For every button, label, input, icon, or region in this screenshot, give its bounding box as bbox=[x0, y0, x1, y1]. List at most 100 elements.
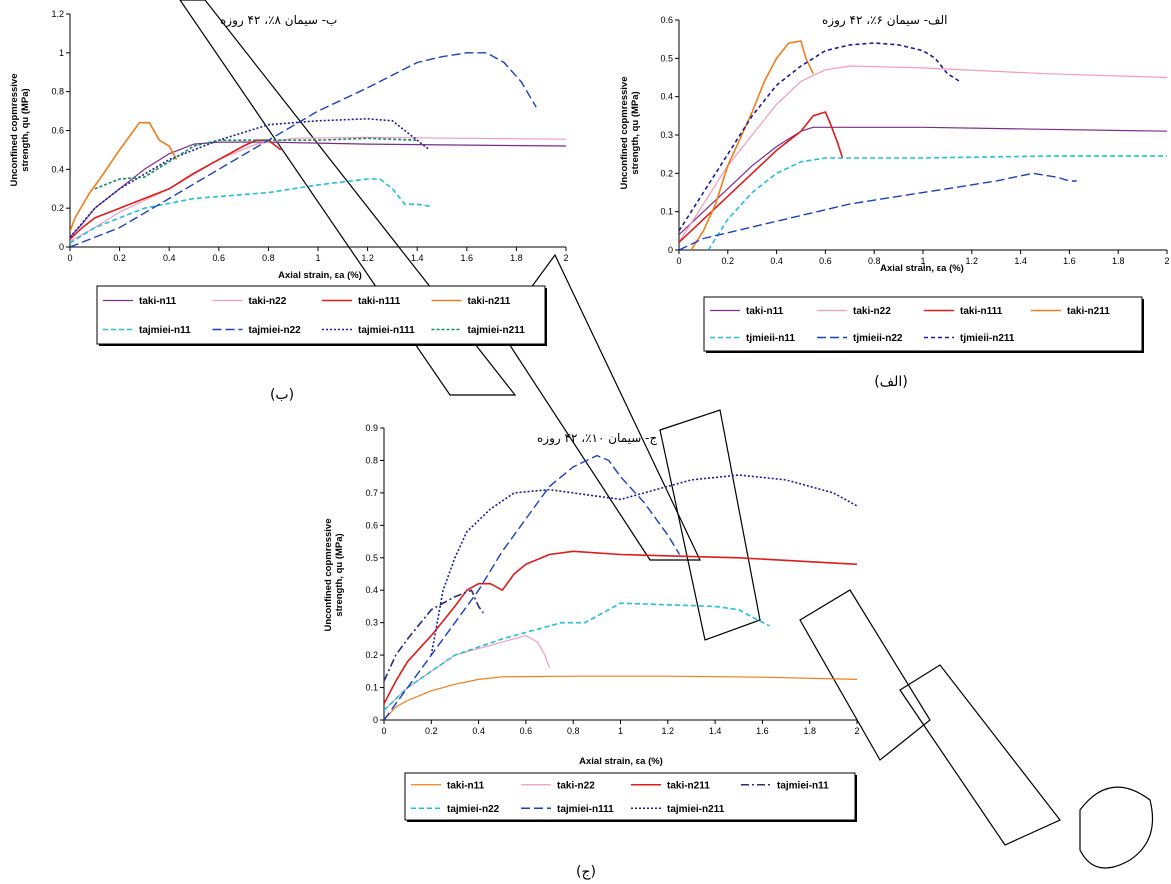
x-tick-label: 0.6 bbox=[213, 253, 226, 263]
y-tick-label: 0.6 bbox=[51, 126, 64, 136]
y-tick-label: 0.7 bbox=[365, 488, 378, 498]
y-tick-label: 0 bbox=[59, 242, 64, 252]
panel-title-alef: الف- سیمان ۶٪، ۴۲ روزه bbox=[822, 13, 947, 28]
legend-label: taki-n11 bbox=[746, 306, 784, 317]
series-line-tajmiei-n211 bbox=[94, 137, 418, 190]
y-tick-label: 0.2 bbox=[365, 650, 378, 660]
legend-label: taki-n211 bbox=[667, 780, 710, 791]
series-line-tjmieii-n211 bbox=[679, 42, 961, 232]
y-tick-label: 1.2 bbox=[51, 9, 64, 19]
legend-box bbox=[96, 285, 546, 345]
series-line-tajmiei-n11 bbox=[70, 178, 430, 244]
x-axis-label-alef: Axial strain, εa (%) bbox=[880, 263, 964, 274]
series-line-tajmiei-n211 bbox=[430, 474, 858, 656]
legend-box bbox=[703, 296, 1143, 352]
legend-label: tjmieii-n22 bbox=[853, 333, 903, 344]
x-tick-label: 0.4 bbox=[163, 253, 176, 263]
y-tick-label: 0.1 bbox=[365, 683, 378, 693]
x-tick-label: 1.6 bbox=[1063, 256, 1076, 266]
series-line-taki-n22 bbox=[70, 136, 567, 242]
plot-area-alef: 0 0.2 0.4 0.6 0.8 1 1.2 1.4 1.6 1.8 2 0 0.1 0.2 0.3 0.4… bbox=[660, 15, 1169, 266]
series-line-taki-n11 bbox=[70, 141, 567, 238]
legend-label: taki-n11 bbox=[447, 780, 485, 791]
watermark bbox=[179, 0, 1154, 869]
legend-label: tajmiei-n11 bbox=[777, 780, 829, 791]
legend-label: tajmiei-n111 bbox=[557, 804, 614, 815]
legend-label: taki-n22 bbox=[557, 780, 595, 791]
x-tick-label: 1.8 bbox=[1112, 256, 1125, 266]
legend-label: tjmieii-n11 bbox=[746, 333, 795, 344]
x-tick-label: 0.2 bbox=[425, 726, 438, 736]
x-tick-label: 0.2 bbox=[722, 256, 735, 266]
series-line-taki-n211 bbox=[384, 550, 858, 705]
y-axis-label-alef-line2: strength, qu (MPa) bbox=[630, 91, 641, 174]
series-line-tjmieii-n22 bbox=[679, 172, 1077, 250]
x-tick-label: 1.4 bbox=[411, 253, 424, 263]
x-tick-label: 2 bbox=[563, 253, 568, 263]
y-tick-label: 0.6 bbox=[365, 520, 378, 530]
series-line-tajmiei-n22 bbox=[70, 52, 537, 247]
series-group bbox=[679, 40, 1168, 250]
x-tick-label: 0 bbox=[381, 726, 386, 736]
chart-panel-alef: 0 0.2 0.4 0.6 0.8 1 1.2 1.4 1.6 1.8 2 0 0.1 0.2 0.3 0.4… bbox=[619, 13, 1170, 390]
legend-label: tajmiei-n22 bbox=[249, 325, 302, 336]
series-line-tajmiei-n111 bbox=[70, 118, 431, 238]
series-line-taki-n211 bbox=[690, 40, 814, 250]
x-tick-label: 1.2 bbox=[361, 253, 374, 263]
y-tick-label: 0.3 bbox=[660, 130, 673, 140]
y-axis-label-b-line1: Unconfined copmressive bbox=[9, 74, 20, 187]
series-group bbox=[70, 52, 567, 247]
legend-label: tajmiei-n11 bbox=[139, 325, 191, 336]
y-tick-label: 0.4 bbox=[51, 164, 64, 174]
x-tick-label: 1 bbox=[315, 253, 320, 263]
legend-label: tajmiei-n111 bbox=[358, 325, 415, 336]
series-group bbox=[384, 454, 858, 720]
x-tick-label: 0.8 bbox=[868, 256, 881, 266]
x-tick-label: 0.6 bbox=[520, 726, 533, 736]
y-tick-label: 0.5 bbox=[660, 53, 673, 63]
series-line-taki-n111 bbox=[70, 139, 282, 240]
x-tick-label: 1 bbox=[920, 256, 925, 266]
legend-b: taki-n11 taki-n22 taki-n111 taki-n211 tajmie… bbox=[96, 285, 547, 346]
legend-alef: taki-n11 taki-n22 taki-n111 taki-n211 tjmiei… bbox=[703, 296, 1144, 353]
legend-label: tjmieii-n211 bbox=[960, 333, 1015, 344]
legend-label: tajmiei-n211 bbox=[468, 325, 526, 336]
x-axis-label-b: Axial strain, εa (%) bbox=[278, 270, 362, 281]
legend-label: taki-n211 bbox=[468, 296, 511, 307]
series-line-taki-n211 bbox=[70, 121, 178, 232]
x-tick-label: 1 bbox=[618, 726, 623, 736]
x-tick-label: 0 bbox=[67, 253, 72, 263]
x-tick-label: 1.6 bbox=[461, 253, 474, 263]
y-axis-label-jim-line2: strength, qu (MPa) bbox=[334, 533, 345, 616]
x-tick-label: 0.8 bbox=[567, 726, 580, 736]
x-tick-label: 1.4 bbox=[709, 726, 722, 736]
x-tick-label: 0.8 bbox=[262, 253, 275, 263]
series-line-taki-n11 bbox=[384, 675, 858, 720]
y-tick-label: 0.6 bbox=[660, 15, 673, 25]
legend-label: tajmiei-n211 bbox=[667, 804, 725, 815]
legend-label: taki-n22 bbox=[853, 306, 891, 317]
legend-label: taki-n111 bbox=[358, 296, 401, 307]
y-tick-label: 1 bbox=[59, 48, 64, 58]
y-tick-label: 0 bbox=[373, 715, 378, 725]
y-tick-label: 0.9 bbox=[365, 423, 378, 433]
legend-label: taki-n11 bbox=[139, 296, 177, 307]
caption-alef: (الف) bbox=[874, 374, 908, 390]
series-line-taki-n22 bbox=[384, 635, 551, 711]
legend-label: taki-n22 bbox=[249, 296, 287, 307]
y-axis-label-b-line2: strength, qu (MPa) bbox=[20, 88, 31, 171]
panel-title-b: ب- سیمان ۸٪، ۴۲ روزه bbox=[220, 13, 337, 28]
x-tick-label: 1.6 bbox=[756, 726, 769, 736]
x-axis-label-jim: Axial strain, εa (%) bbox=[579, 756, 663, 767]
x-tick-label: 0.6 bbox=[819, 256, 832, 266]
y-tick-label: 0.2 bbox=[51, 203, 64, 213]
y-tick-label: 0.5 bbox=[365, 553, 378, 563]
x-tick-label: 2 bbox=[854, 726, 859, 736]
y-tick-label: 0.4 bbox=[660, 92, 673, 102]
y-tick-label: 0.3 bbox=[365, 618, 378, 628]
legend-label: taki-n211 bbox=[1067, 306, 1110, 317]
legend-box bbox=[404, 772, 856, 821]
panel-title-jim: ج- سیمان ۱۰٪، ۴۲ روزه bbox=[537, 431, 657, 446]
legend-label: tajmiei-n22 bbox=[447, 804, 500, 815]
